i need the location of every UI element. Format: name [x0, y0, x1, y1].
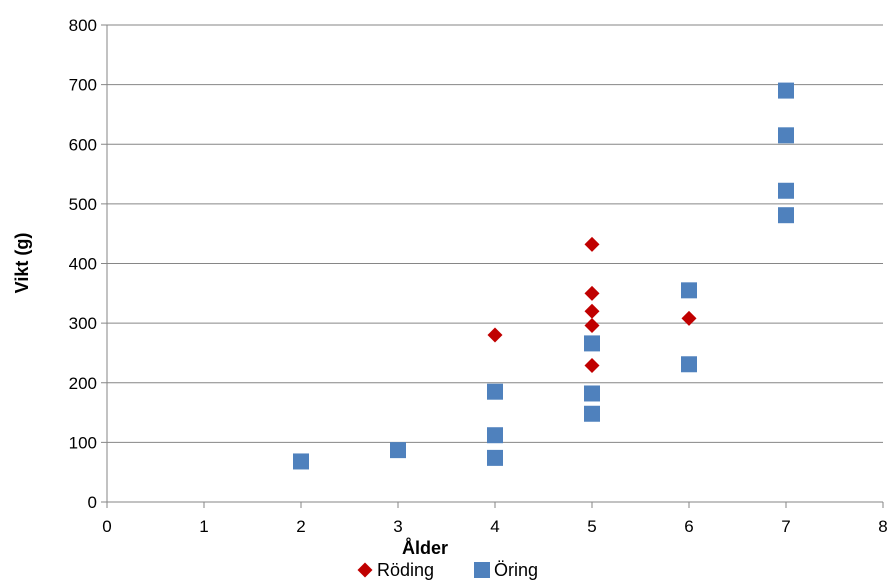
data-point-diamond [681, 310, 697, 326]
data-point-square [390, 442, 406, 459]
x-tick-label: 3 [393, 517, 402, 536]
data-point-square [293, 453, 309, 470]
legend-label: Röding [377, 560, 434, 580]
x-tick-label: 0 [102, 517, 111, 536]
y-tick-label: 300 [69, 314, 97, 333]
y-tick-label: 800 [69, 16, 97, 35]
data-point-square [584, 335, 600, 352]
data-point-square [487, 383, 503, 400]
data-point-square [584, 385, 600, 402]
series-diamond [487, 236, 697, 373]
y-tick-label: 400 [69, 255, 97, 274]
y-axis-title: Vikt (g) [12, 233, 32, 294]
data-point-square [681, 356, 697, 373]
x-tick-label: 6 [684, 517, 693, 536]
x-tick-label: 7 [781, 517, 790, 536]
legend-marker-diamond [357, 562, 373, 578]
y-tick-label: 700 [69, 76, 97, 95]
data-point-diamond [584, 236, 600, 252]
y-tick-label: 100 [69, 433, 97, 452]
x-tick-label: 2 [296, 517, 305, 536]
grid-lines [107, 24, 883, 503]
x-tick-label: 1 [199, 517, 208, 536]
y-tick-label: 200 [69, 374, 97, 393]
data-point-diamond [584, 357, 600, 373]
legend: Röding Öring [357, 560, 538, 580]
y-tick-label: 600 [69, 135, 97, 154]
data-point-square [778, 207, 794, 224]
data-point-square [487, 449, 503, 466]
axes [101, 24, 884, 508]
data-point-diamond [584, 285, 600, 301]
data-point-square [681, 282, 697, 299]
y-tick-label: 500 [69, 195, 97, 214]
legend-marker-square [474, 562, 490, 578]
series-square [293, 82, 794, 470]
data-point-diamond [584, 318, 600, 334]
data-point-square [487, 427, 503, 444]
y-tick-labels: 0 100 200 300 400 500 600 700 800 [69, 16, 97, 512]
legend-label: Öring [494, 560, 538, 580]
data-point-square [584, 405, 600, 422]
x-tick-label: 5 [587, 517, 596, 536]
data-point-square [778, 127, 794, 144]
data-point-square [778, 182, 794, 199]
data-point-diamond [584, 303, 600, 319]
data-points [293, 82, 794, 470]
x-tick-label: 4 [490, 517, 499, 536]
y-tick-label: 0 [88, 493, 97, 512]
data-point-square [778, 82, 794, 99]
data-point-diamond [487, 327, 503, 343]
x-tick-label: 8 [878, 517, 887, 536]
x-axis-title: Ålder [402, 538, 448, 558]
x-tick-labels: 0 1 2 3 4 5 6 7 8 [102, 517, 887, 536]
